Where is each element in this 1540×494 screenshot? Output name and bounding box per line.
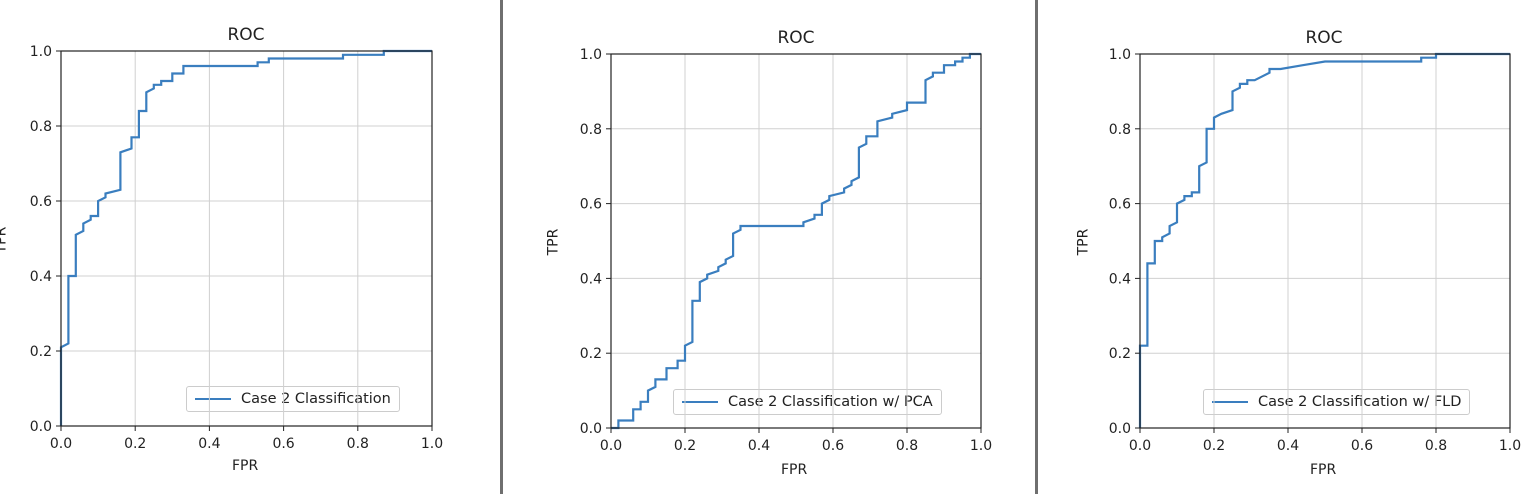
panel-divider-right [1035, 0, 1038, 494]
chart-title: ROC [777, 28, 815, 48]
x-tick-label: 1.0 [421, 436, 443, 452]
x-tick-label: 1.0 [1499, 438, 1521, 454]
y-tick-label: 0.8 [580, 122, 602, 138]
roc-curve-line [1138, 52, 1510, 428]
x-tick-label: 0.4 [198, 436, 220, 452]
x-tick-label: 0.6 [272, 436, 294, 452]
chart-legend: Case 2 Classification w/ FLD [1203, 389, 1471, 415]
x-tick-label: 0.2 [1203, 438, 1225, 454]
legend-label: Case 2 Classification w/ FLD [1258, 394, 1462, 410]
x-tick-label: 0.8 [1425, 438, 1447, 454]
legend-label: Case 2 Classification [241, 391, 391, 407]
chart-legend: Case 2 Classification w/ PCA [673, 389, 942, 415]
plot-frame [610, 53, 982, 429]
y-tick-label: 0.0 [580, 421, 602, 437]
chart-legend: Case 2 Classification [186, 386, 400, 412]
x-axis-label: FPR [232, 458, 259, 474]
chart-title: ROC [1305, 28, 1343, 48]
x-axis-label: FPR [1310, 462, 1337, 478]
y-tick-label: 0.6 [30, 194, 52, 210]
y-tick-label: 0.4 [580, 271, 602, 287]
chart-title: ROC [227, 25, 265, 45]
roc-curve-line [611, 52, 981, 430]
y-tick-label: 0.0 [1109, 421, 1131, 437]
roc-curve-line [59, 49, 432, 426]
plot-frame [60, 50, 433, 427]
y-tick-label: 0.2 [580, 346, 602, 362]
x-tick-label: 0.0 [600, 438, 622, 454]
y-tick-label: 1.0 [580, 47, 602, 63]
legend-label: Case 2 Classification w/ PCA [728, 394, 933, 410]
y-tick-label: 0.6 [580, 197, 602, 213]
y-tick-label: 0.8 [1109, 122, 1131, 138]
x-tick-label: 0.2 [124, 436, 146, 452]
panel-divider-left [500, 0, 503, 494]
x-tick-label: 0.0 [1129, 438, 1151, 454]
legend-line-swatch [195, 398, 231, 400]
x-tick-label: 0.2 [674, 438, 696, 454]
x-tick-label: 1.0 [970, 438, 992, 454]
y-tick-label: 0.8 [30, 119, 52, 135]
y-tick-label: 0.4 [30, 269, 52, 285]
x-tick-label: 0.6 [1351, 438, 1373, 454]
y-tick-label: 0.0 [30, 419, 52, 435]
x-axis-label: FPR [781, 462, 808, 478]
legend-line-swatch [682, 401, 718, 403]
y-tick-label: 1.0 [1109, 47, 1131, 63]
x-tick-label: 0.4 [748, 438, 770, 454]
x-tick-label: 0.8 [896, 438, 918, 454]
plot-frame [1139, 53, 1511, 429]
y-tick-label: 0.4 [1109, 271, 1131, 287]
y-tick-label: 0.2 [30, 344, 52, 360]
x-tick-label: 0.8 [347, 436, 369, 452]
x-tick-label: 0.0 [50, 436, 72, 452]
x-tick-label: 0.6 [822, 438, 844, 454]
legend-line-swatch [1212, 401, 1248, 403]
y-tick-label: 1.0 [30, 44, 52, 60]
y-tick-label: 0.6 [1109, 197, 1131, 213]
y-tick-label: 0.2 [1109, 346, 1131, 362]
x-tick-label: 0.4 [1277, 438, 1299, 454]
